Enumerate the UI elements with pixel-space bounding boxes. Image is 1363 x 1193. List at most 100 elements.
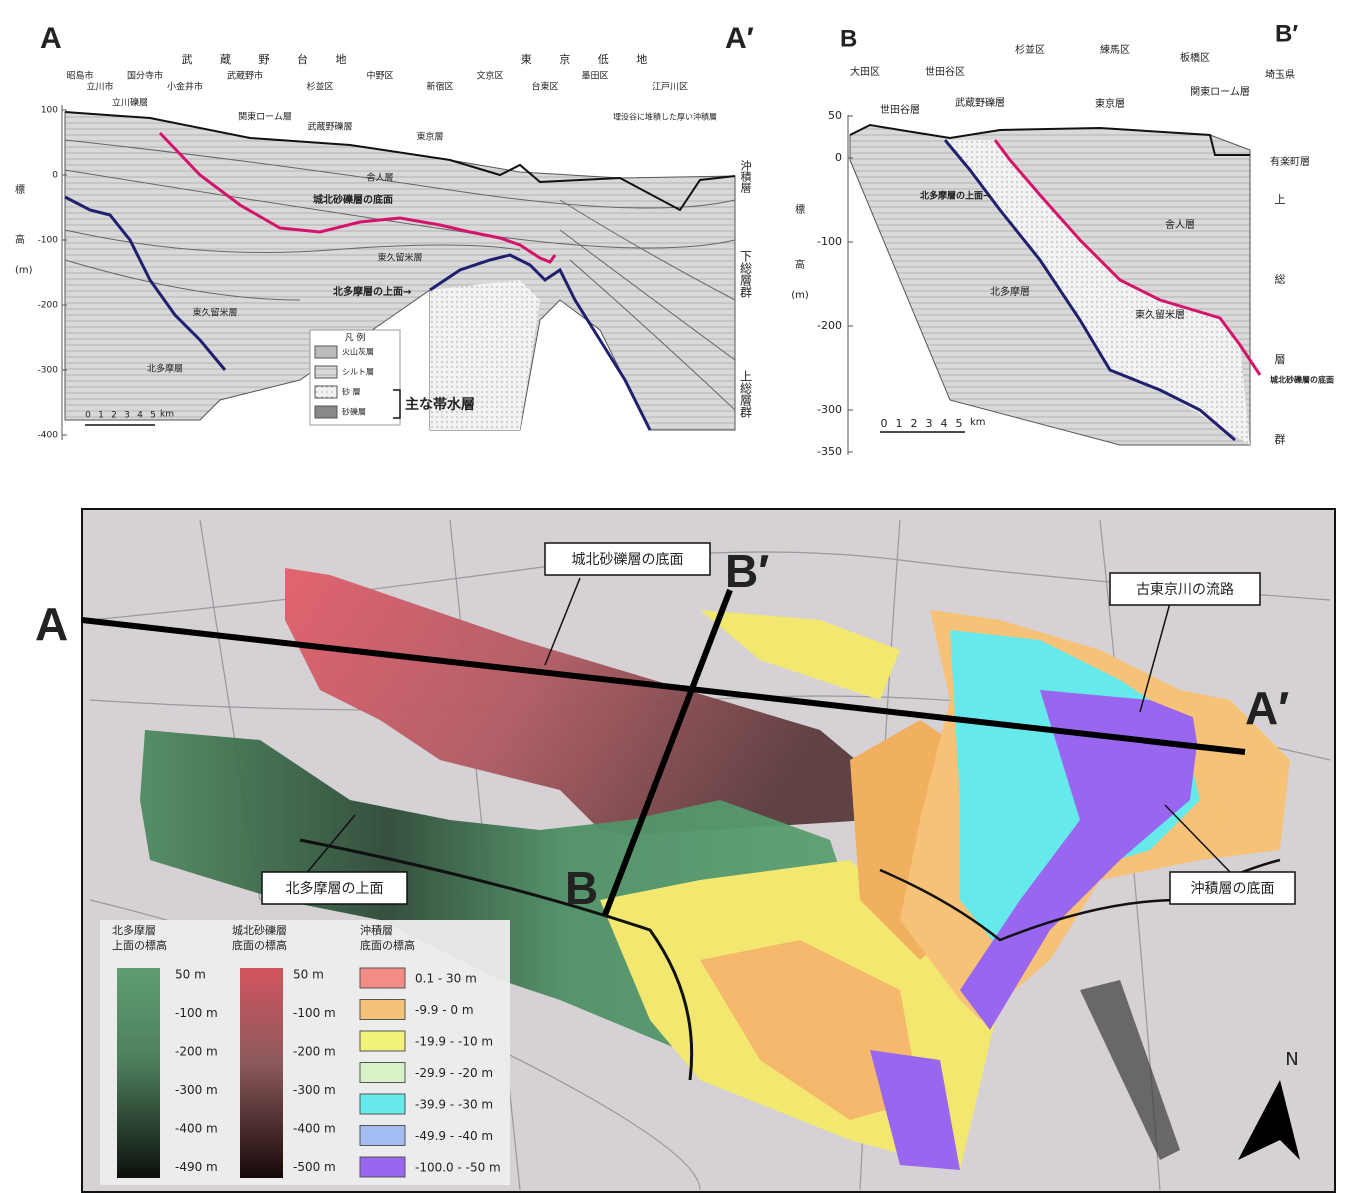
axis-label: (m)	[15, 265, 33, 276]
place-name: 昭島市	[66, 70, 93, 82]
ramp-label: -400 m	[175, 1122, 218, 1136]
y-tick-label: -300	[817, 403, 842, 416]
axis-label: (m)	[791, 290, 809, 301]
annotation: 埋没谷に堆積した厚い沖積層	[613, 112, 717, 122]
ramp-label: 50 m	[293, 968, 324, 982]
map	[82, 509, 1335, 1192]
figure: AA′武 蔵 野 台 地東 京 低 地昭島市立川市国分寺市小金井市武蔵野市杉並区…	[0, 0, 1363, 1193]
y-tick-label: -200	[817, 319, 842, 332]
scale-label: 3	[926, 417, 933, 430]
legend-swatches-part	[315, 386, 337, 398]
place-name: 大田区	[850, 65, 880, 78]
annotation: 城北砂礫層の底面	[313, 193, 393, 206]
y-tick-label: 100	[41, 106, 58, 116]
group-label: 層	[1275, 353, 1286, 366]
place-name: 墨田区	[581, 71, 608, 82]
legend-swatch	[360, 1063, 405, 1083]
stratum-label: 東久留米層	[192, 307, 237, 319]
legend-swatches-part	[315, 346, 337, 358]
ramp-label: -400 m	[293, 1122, 336, 1136]
legend-swatch	[360, 968, 405, 988]
legend-class: -19.9 - -10 m	[415, 1035, 493, 1049]
legend-swatches-part	[315, 366, 337, 378]
ramp-label: -200 m	[175, 1045, 218, 1059]
legend-class: -49.9 - -40 m	[415, 1129, 493, 1143]
group-label: 総	[1275, 272, 1286, 286]
legend-swatch	[360, 1000, 405, 1020]
annotation: 城北砂礫層の底面	[1270, 375, 1334, 385]
legend-class: 0.1 - 30 m	[415, 972, 477, 986]
place-name: 台東区	[531, 81, 558, 93]
y-tick-label: 0	[835, 151, 842, 164]
stratum-label: 東久留米層	[1135, 308, 1185, 321]
legend-swatch	[360, 1031, 405, 1051]
place-name: 国分寺市	[127, 70, 163, 82]
stratum-label: 北多摩層	[990, 285, 1030, 298]
region: 武 蔵 野 台 地	[182, 52, 359, 66]
place-name: 中野区	[366, 70, 393, 82]
place-name: 板橋区	[1180, 51, 1210, 64]
legend-swatches-part	[315, 406, 337, 418]
place-name: 文京区	[476, 70, 503, 82]
legend-aquifer: 主な帯水層	[405, 396, 475, 413]
stratum-label: 北多摩層	[147, 363, 183, 375]
place-name: 埼玉県	[1265, 68, 1295, 81]
legend-title: 沖積層	[360, 923, 393, 937]
place-name: 杉並区	[1015, 43, 1045, 56]
scale-label: 1	[98, 411, 104, 421]
map-section-label: B′	[725, 545, 769, 597]
legend-swatch	[360, 1126, 405, 1146]
map-section-label: B	[565, 862, 598, 914]
ramp-label: -200 m	[293, 1045, 336, 1059]
y-tick-label: 0	[52, 171, 58, 181]
ramp-label: -300 m	[175, 1083, 218, 1097]
place-name: 杉並区	[306, 81, 333, 93]
callout: 古東京川の流路	[1136, 582, 1234, 598]
scale-label: 2	[911, 417, 918, 430]
stratum-label: 舎人層	[366, 173, 393, 184]
scale-unit: km	[970, 417, 986, 428]
section-label: A′	[725, 22, 754, 55]
ramp-label: -100 m	[175, 1006, 218, 1020]
y-tick-label: -400	[38, 431, 59, 441]
legend-class: -29.9 - -20 m	[415, 1066, 493, 1080]
scale-label: 0	[881, 417, 888, 430]
johoku-ramp	[240, 968, 283, 1178]
legend-swatch	[360, 1157, 405, 1177]
y-tick-label: -350	[817, 445, 842, 458]
stratum-label: 東久留米層	[377, 252, 422, 264]
group-label: 沖積層	[739, 160, 752, 193]
map-section-label: A	[35, 598, 68, 650]
scale-label: 4	[137, 411, 143, 421]
stratum-label: 東京層	[416, 131, 443, 143]
legend-item: 砂 層	[342, 387, 361, 397]
scale-label: 5	[150, 411, 156, 421]
section-label: A	[40, 22, 62, 55]
scale-label: 5	[956, 417, 963, 430]
annotation: 北多摩層の上面→	[333, 285, 411, 298]
scale-unit: km	[160, 410, 174, 420]
section-b-geology	[848, 115, 1260, 455]
y-tick-label: 50	[828, 109, 842, 122]
y-tick-label: -100	[817, 235, 842, 248]
scale-label: 1	[896, 417, 903, 430]
place-name: 練馬区	[1100, 43, 1130, 56]
legend-item: 砂礫層	[342, 407, 366, 417]
y-tick-label: -100	[38, 236, 59, 246]
stratum-label: 武蔵野礫層	[307, 121, 352, 133]
group-label: 上総層群	[739, 370, 753, 418]
north-label: N	[1285, 1049, 1298, 1070]
ramp-label: -500 m	[293, 1160, 336, 1174]
stratum-label: 世田谷層	[880, 104, 920, 116]
legend-swatch	[360, 1094, 405, 1114]
legend-title: 凡 例	[345, 332, 366, 344]
legend-class: -100.0 - -50 m	[415, 1161, 501, 1175]
scale-label: 3	[124, 411, 130, 421]
place-name: 世田谷区	[925, 66, 965, 78]
callout: 沖積層の底面	[1191, 881, 1275, 897]
axis-label: 高	[795, 258, 805, 271]
ramp-label: 50 m	[175, 968, 206, 982]
stratum-label: 有楽町層	[1270, 155, 1310, 168]
place-name: 立川市	[86, 81, 113, 93]
callout: 城北砂礫層の底面	[572, 552, 684, 568]
